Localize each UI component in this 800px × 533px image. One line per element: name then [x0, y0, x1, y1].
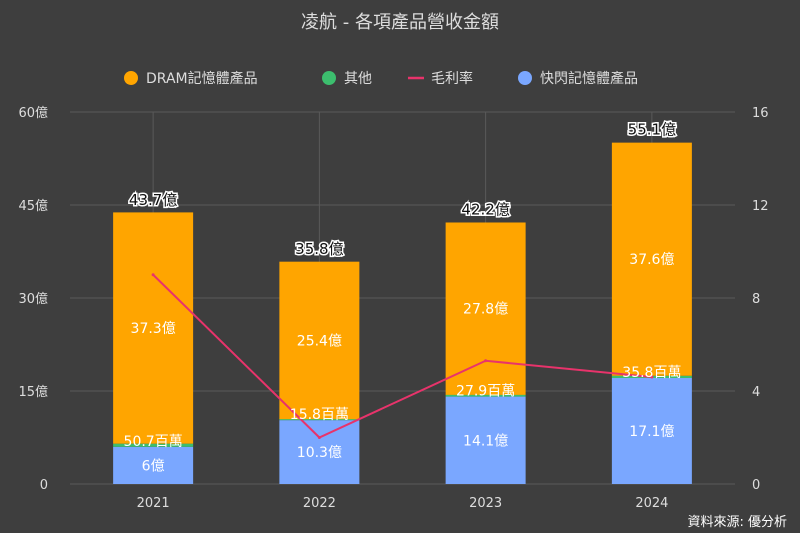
bar-segment	[113, 446, 194, 484]
bar-segment	[445, 222, 526, 395]
segment-data-label: 6億	[142, 458, 165, 474]
left-axis: 0 15億 30億 45億 60億	[18, 105, 48, 493]
bars	[113, 142, 692, 484]
margin-point	[650, 375, 654, 379]
x-tick-label: 2021	[137, 496, 170, 511]
right-axis: 0 4 8 12 16	[752, 106, 769, 493]
right-tick-label: 12	[752, 199, 769, 214]
segment-data-label: 27.9百萬	[456, 384, 515, 400]
right-tick-label: 16	[752, 106, 769, 121]
legend-label: 其他	[344, 71, 372, 87]
segment-data-label: 14.1億	[463, 433, 508, 449]
x-axis: 2021 2022 2023 2024	[137, 496, 669, 511]
x-tick-label: 2022	[303, 496, 336, 511]
segment-data-label: 25.4億	[297, 333, 342, 349]
right-tick-label: 0	[752, 478, 760, 493]
segment-data-label: 10.3億	[297, 445, 342, 461]
right-tick-label: 4	[752, 385, 760, 400]
margin-point	[484, 359, 488, 363]
bar-segment	[279, 420, 360, 484]
bar-segment	[611, 377, 692, 484]
margin-point	[317, 436, 321, 439]
data-labels: 6億 50.7百萬 37.3億 43.7億 10.3億 15.8百萬 25.4億 35.8億 1…	[124, 119, 682, 475]
segment-data-label: 17.1億	[629, 424, 674, 440]
segment-data-label: 27.8億	[463, 302, 508, 318]
left-tick-label: 45億	[18, 198, 48, 214]
bar-segment	[279, 261, 360, 420]
segment-data-label: 37.6億	[629, 252, 674, 268]
segment-data-label: 50.7百萬	[124, 434, 183, 450]
margin-line	[151, 273, 654, 439]
right-tick-label: 8	[752, 292, 760, 307]
total-data-label: 43.7億	[129, 191, 177, 209]
bar-segment	[445, 394, 526, 397]
source-note: 資料來源: 優分析	[687, 515, 787, 530]
chart-title: 凌航 - 各項產品營收金額	[301, 12, 499, 33]
left-tick-label: 0	[40, 478, 48, 493]
bar-segment	[113, 212, 194, 444]
left-tick-label: 15億	[18, 384, 48, 400]
segment-data-label: 35.8百萬	[622, 365, 681, 381]
total-data-label: 35.8億	[295, 240, 343, 258]
margin-line-path	[152, 274, 652, 439]
legend-label: DRAM記憶體產品	[146, 70, 258, 87]
total-data-label: 42.2億	[461, 200, 509, 218]
legend-swatch	[124, 71, 138, 85]
legend-swatch	[322, 71, 336, 85]
legend-label: 快閃記憶體產品	[540, 70, 638, 87]
total-data-label: 55.1億	[628, 120, 676, 138]
segment-data-label: 37.3億	[131, 321, 176, 337]
legend: DRAM記憶體產品 其他 毛利率 快閃記憶體產品	[124, 70, 638, 87]
bar-segment	[445, 396, 526, 484]
legend-label: 毛利率	[431, 70, 473, 87]
legend-swatch	[518, 71, 532, 85]
x-tick-label: 2023	[469, 496, 502, 511]
x-tick-label: 2024	[635, 496, 668, 511]
left-tick-label: 30億	[18, 291, 48, 307]
left-tick-label: 60億	[18, 105, 48, 121]
segment-data-label: 15.8百萬	[290, 407, 349, 423]
margin-point	[151, 273, 155, 277]
bar-segment	[113, 443, 194, 447]
bar-segment	[611, 142, 692, 376]
